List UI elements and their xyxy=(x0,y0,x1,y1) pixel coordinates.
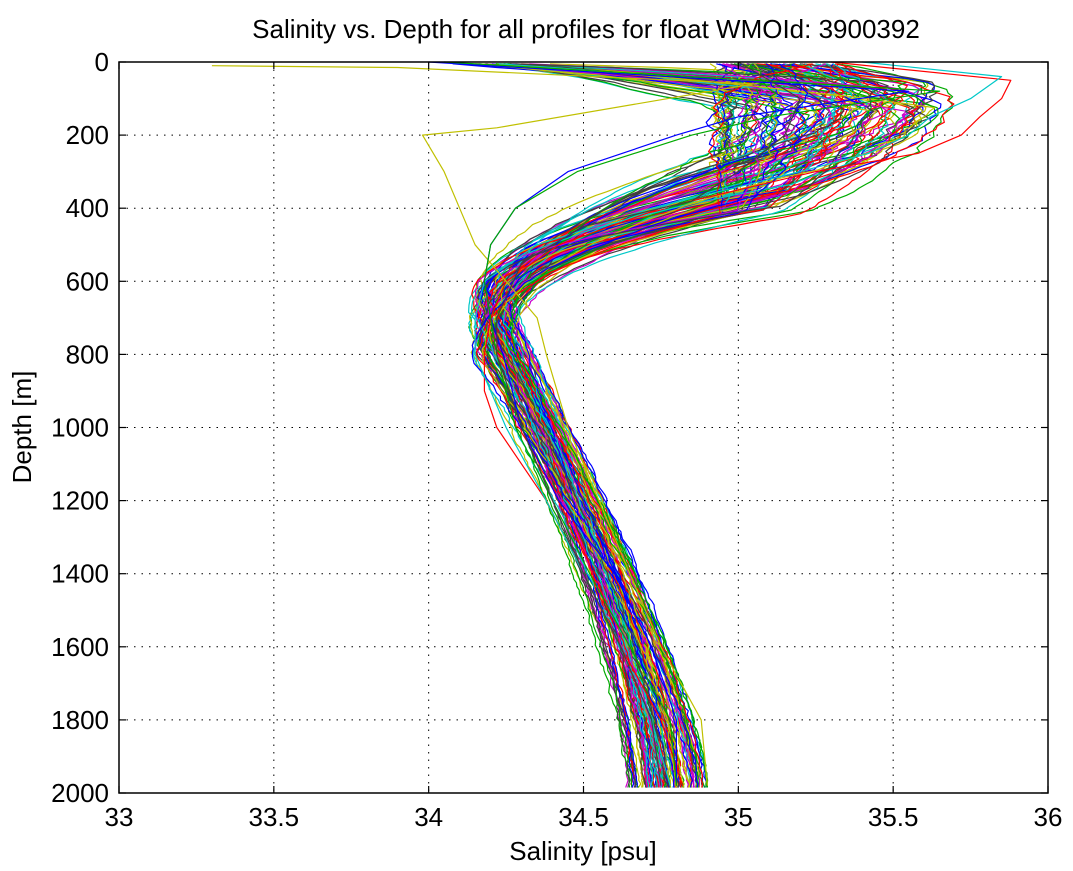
chart-title: Salinity vs. Depth for all profiles for … xyxy=(252,14,920,44)
profile-line xyxy=(479,63,827,788)
x-tick-label: 36 xyxy=(1034,802,1063,832)
profile-line xyxy=(476,63,889,788)
y-tick-label: 800 xyxy=(66,339,109,369)
y-tick-label: 0 xyxy=(95,47,109,77)
y-tick-label: 600 xyxy=(66,266,109,296)
y-tick-label: 1200 xyxy=(51,486,109,516)
profile-line xyxy=(501,63,844,788)
x-tick-label: 33.5 xyxy=(249,802,300,832)
y-tick-label: 200 xyxy=(66,120,109,150)
x-tick-label: 34 xyxy=(414,802,443,832)
profile-line xyxy=(496,63,955,788)
profile-line xyxy=(471,63,809,788)
profile-line xyxy=(468,63,827,788)
profile-line xyxy=(489,63,844,788)
profile-line xyxy=(478,63,936,788)
profile-line-representative xyxy=(496,61,801,786)
profile-line xyxy=(481,63,915,788)
y-tick-label: 1000 xyxy=(51,413,109,443)
y-tick-label: 400 xyxy=(66,193,109,223)
profile-line xyxy=(485,63,744,788)
profile-lines xyxy=(211,61,1012,788)
profile-line xyxy=(505,63,792,788)
profile-line xyxy=(478,63,844,788)
y-axis: 0 200 400 600 800 1000 1200 1400 1600 1800 2000 xyxy=(51,47,1048,808)
y-tick-label: 1800 xyxy=(51,705,109,735)
x-tick-label: 34.5 xyxy=(558,802,609,832)
y-axis-label: Depth [m] xyxy=(7,371,37,484)
profile-line xyxy=(476,63,759,788)
profile-line xyxy=(452,63,800,788)
x-axis-label: Salinity [psu] xyxy=(509,836,656,866)
profile-line-representative xyxy=(444,61,941,786)
profile-line xyxy=(504,63,833,788)
x-tick-label: 35.5 xyxy=(868,802,919,832)
y-tick-label: 1600 xyxy=(51,632,109,662)
x-tick-label: 33 xyxy=(105,802,134,832)
profile-line xyxy=(471,63,895,788)
profile-line-representative xyxy=(211,65,755,786)
x-tick-label: 35 xyxy=(724,802,753,832)
profile-line xyxy=(510,63,777,788)
y-tick-label: 2000 xyxy=(51,778,109,808)
y-tick-label: 1400 xyxy=(51,559,109,589)
x-axis: 33 33.5 34 34.5 35 35.5 36 xyxy=(105,62,1063,832)
